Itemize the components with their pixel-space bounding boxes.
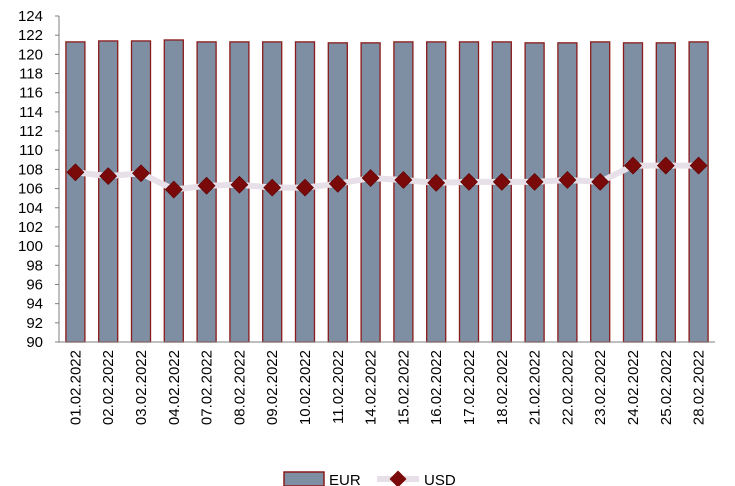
x-tick-label: 07.02.2022 (199, 350, 216, 425)
legend-usd-marker (389, 470, 407, 486)
y-tick-label: 118 (19, 66, 43, 83)
y-tick-label: 90 (26, 334, 43, 351)
marker-usd (656, 156, 675, 175)
y-tick-label: 100 (18, 238, 43, 255)
bar-eur (491, 41, 512, 343)
bar-eur (65, 41, 86, 343)
bar-eur (557, 42, 578, 343)
y-tick-label: 96 (26, 276, 43, 293)
marker-usd (230, 175, 249, 194)
x-tick-label: 02.02.2022 (100, 350, 117, 425)
y-tick-label: 92 (26, 315, 43, 332)
marker-usd (460, 172, 478, 191)
y-tick-label: 114 (19, 104, 43, 121)
marker-usd (197, 176, 216, 195)
y-tick-label: 124 (18, 8, 43, 25)
x-tick-label: 14.02.2022 (363, 350, 380, 425)
bar-eur (590, 41, 611, 343)
y-tick-label: 106 (18, 181, 43, 198)
bar-eur (688, 41, 709, 343)
x-tick-label: 03.02.2022 (133, 350, 150, 425)
x-tick-label: 10.02.2022 (297, 350, 314, 425)
bar-eur (130, 40, 152, 343)
marker-usd (689, 156, 708, 175)
bar-eur (458, 41, 480, 343)
marker-usd (591, 172, 610, 191)
x-tick-label: 08.02.2022 (231, 350, 248, 425)
x-tick-label: 04.02.2022 (166, 350, 183, 425)
marker-usd (263, 178, 282, 197)
x-tick-label: 16.02.2022 (428, 350, 445, 425)
marker-usd (296, 178, 314, 197)
y-tick-label: 112 (19, 123, 43, 140)
bar-eur (360, 42, 381, 343)
x-tick-label: 22.02.2022 (559, 350, 576, 425)
x-tick-label: 18.02.2022 (494, 350, 511, 425)
y-tick-label: 116 (19, 85, 43, 102)
y-tick-label: 94 (26, 296, 43, 313)
marker-usd (624, 156, 642, 175)
legend-usd-label: USD (424, 472, 456, 486)
x-tick-label: 25.02.2022 (658, 350, 675, 425)
y-tick-label: 122 (18, 27, 43, 44)
bar-eur (426, 41, 447, 343)
y-tick-label: 98 (26, 257, 43, 274)
marker-usd (164, 180, 183, 199)
marker-usd (361, 169, 380, 187)
legend-eur-swatch (283, 471, 325, 486)
bar-eur (393, 41, 414, 343)
legend-eur-label: EUR (329, 472, 361, 486)
x-tick-label: 23.02.2022 (592, 350, 609, 425)
x-tick-label: 15.02.2022 (395, 350, 412, 425)
marker-usd (492, 172, 511, 191)
marker-usd (525, 172, 544, 191)
marker-usd (328, 174, 347, 193)
marker-usd (394, 171, 413, 189)
bar-eur (622, 42, 644, 343)
x-tick-label: 21.02.2022 (527, 350, 544, 425)
bar-eur (524, 42, 545, 343)
y-tick-label: 108 (18, 161, 43, 178)
marker-usd (66, 163, 85, 182)
x-tick-label: 09.02.2022 (264, 350, 281, 425)
x-tick-label: 28.02.2022 (691, 350, 708, 425)
y-tick-label: 102 (18, 219, 43, 236)
y-axis: 90 92 94 96 98 100 102 104 106 108 110 112 114 116 118… (18, 8, 60, 351)
plot-area (65, 39, 709, 343)
y-tick-label: 104 (18, 200, 43, 217)
x-tick-label: 01.02.2022 (67, 350, 84, 425)
marker-usd (99, 167, 118, 186)
x-axis: 01.02.2022 02.02.2022 03.02.2022 04.02.2022… (59, 341, 715, 425)
bar-eur (655, 42, 676, 343)
legend: EUR USD (283, 470, 456, 486)
x-tick-label: 24.02.2022 (625, 350, 642, 425)
y-tick-label: 110 (19, 142, 43, 159)
marker-usd (427, 173, 446, 192)
x-tick-label: 11.02.2022 (330, 350, 347, 424)
bar-eur (98, 40, 119, 343)
x-tick-label: 17.02.2022 (461, 350, 478, 425)
marker-usd (132, 164, 150, 183)
marker-usd (558, 171, 577, 189)
y-tick-label: 120 (18, 46, 43, 63)
